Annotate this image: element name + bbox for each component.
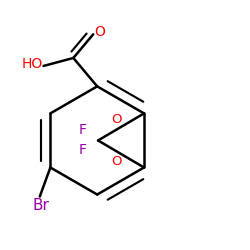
Text: O: O bbox=[94, 25, 106, 39]
Text: HO: HO bbox=[21, 58, 42, 71]
Text: F: F bbox=[79, 143, 87, 157]
Text: Br: Br bbox=[33, 198, 50, 213]
Text: O: O bbox=[111, 113, 122, 126]
Text: F: F bbox=[79, 123, 87, 137]
Text: O: O bbox=[111, 155, 122, 168]
